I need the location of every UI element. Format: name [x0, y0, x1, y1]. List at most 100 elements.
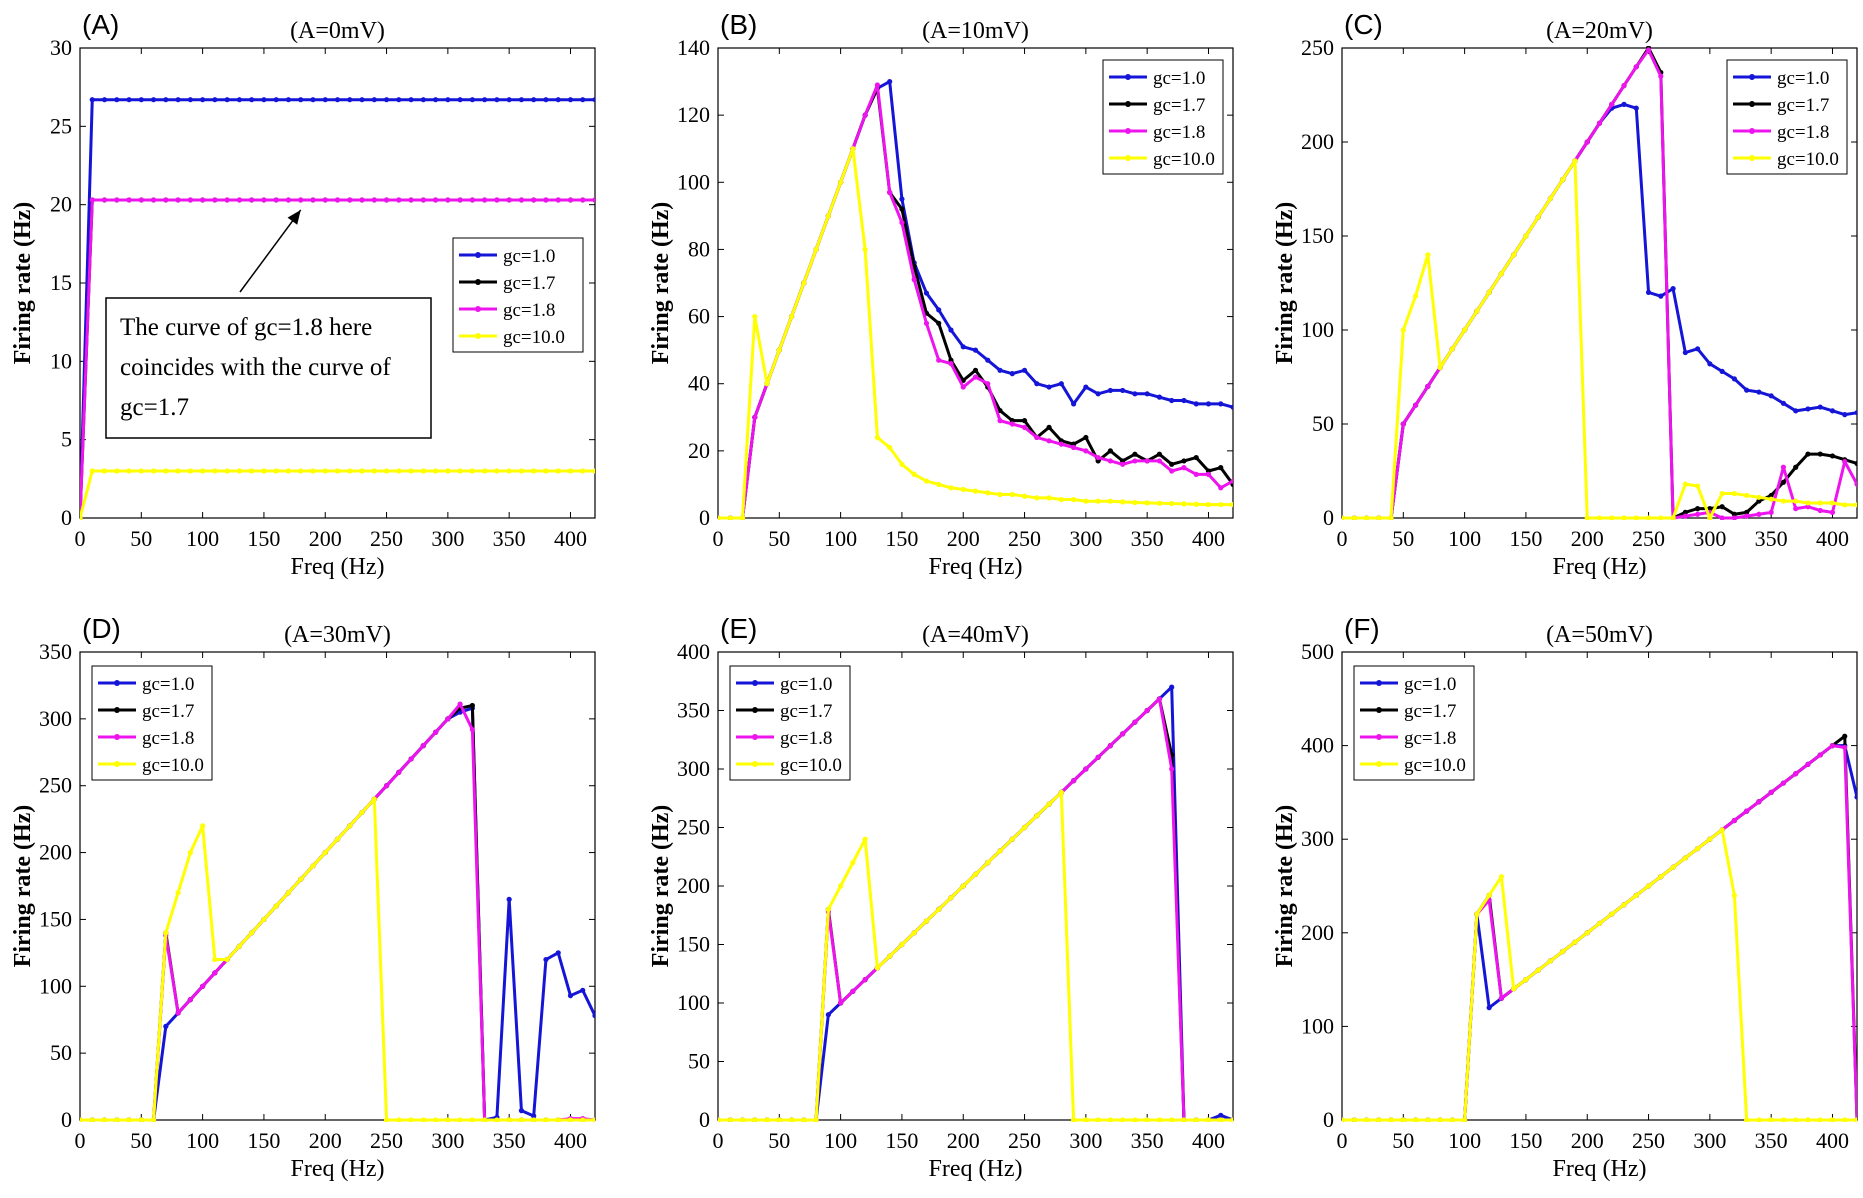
x-tick-label: 250	[1008, 1128, 1041, 1153]
panel-label: (D)	[82, 613, 121, 644]
data-point	[862, 836, 868, 842]
x-tick-label: 50	[130, 1128, 152, 1153]
data-point	[592, 97, 595, 103]
data-point	[1645, 289, 1652, 295]
annotation-box	[105, 297, 432, 439]
data-point	[1756, 799, 1762, 805]
y-tick-label: 40	[688, 371, 710, 396]
data-point	[1071, 496, 1077, 503]
data-point	[1768, 393, 1774, 399]
data-point	[433, 468, 439, 474]
data-point	[1805, 500, 1811, 506]
y-axis-label: Firing rate (Hz)	[10, 805, 36, 968]
data-point	[310, 468, 316, 474]
y-axis-label: Firing rate (Hz)	[648, 202, 674, 365]
data-point	[567, 993, 574, 999]
data-point	[138, 97, 144, 103]
data-point	[457, 1117, 463, 1122]
data-point	[1817, 752, 1823, 758]
data-point	[187, 197, 193, 203]
legend: gc=1.0 gc=1.7 gc=1.8 gc=10.0	[91, 665, 213, 781]
data-point	[285, 97, 292, 103]
data-point	[1486, 1005, 1492, 1011]
data-point	[1205, 1117, 1212, 1122]
data-point	[359, 197, 365, 203]
data-point	[1805, 504, 1811, 510]
data-point	[322, 468, 328, 474]
legend-label: gc=10.0	[503, 327, 565, 348]
data-point	[1230, 478, 1233, 484]
x-tick-label: 200	[1571, 1128, 1604, 1153]
data-point	[163, 97, 169, 103]
data-point	[408, 97, 414, 103]
data-point	[960, 344, 966, 350]
data-point	[580, 1117, 586, 1122]
x-tick-label: 200	[947, 1128, 980, 1153]
y-tick-label: 200	[39, 840, 72, 865]
data-point	[1107, 448, 1113, 454]
data-point	[1449, 1117, 1455, 1122]
data-point	[261, 468, 267, 474]
data-point	[1095, 498, 1101, 504]
data-point	[1205, 471, 1212, 477]
data-point	[1658, 73, 1664, 79]
data-point	[200, 97, 206, 103]
data-point	[1707, 836, 1713, 842]
data-point	[1486, 892, 1492, 898]
data-point	[347, 468, 353, 474]
y-tick-label: 25	[50, 113, 72, 138]
data-point	[1107, 743, 1113, 749]
data-point	[1230, 501, 1233, 508]
data-point	[1486, 289, 1492, 295]
data-point	[1621, 83, 1627, 89]
data-point	[1842, 412, 1848, 418]
x-tick-label: 300	[1069, 526, 1102, 551]
data-point	[1817, 451, 1823, 457]
data-point	[1744, 492, 1750, 499]
legend-label: gc=1.8	[1777, 122, 1829, 143]
legend-label: gc=1.7	[780, 701, 832, 722]
data-point	[1156, 696, 1163, 702]
data-point	[1842, 502, 1848, 508]
data-point	[801, 280, 807, 286]
data-point	[236, 197, 242, 203]
data-point	[1169, 500, 1175, 507]
data-point	[1829, 408, 1836, 414]
data-point	[1351, 515, 1357, 520]
data-point	[788, 1117, 795, 1122]
data-point	[543, 1117, 549, 1122]
data-point	[899, 941, 905, 948]
x-tick-label: 300	[1693, 526, 1726, 551]
x-tick-label: 400	[1192, 1128, 1225, 1153]
legend-marker	[752, 734, 758, 740]
data-point	[1071, 778, 1077, 784]
y-tick-label: 150	[39, 906, 72, 931]
data-point	[718, 1117, 721, 1122]
data-point	[1412, 1117, 1419, 1122]
x-tick-label: 150	[247, 1128, 280, 1153]
y-tick-label: 200	[1301, 129, 1334, 154]
data-point	[1731, 490, 1737, 497]
data-point	[249, 97, 255, 103]
data-point	[1780, 464, 1787, 470]
data-point	[1731, 892, 1737, 898]
data-point	[1107, 1117, 1113, 1122]
data-point	[420, 468, 426, 474]
y-axis-label: Firing rate (Hz)	[1272, 805, 1298, 968]
legend-marker	[475, 306, 481, 312]
data-point	[825, 906, 831, 913]
data-point	[592, 1013, 595, 1019]
data-point	[126, 197, 132, 203]
data-point	[531, 468, 537, 474]
data-point	[1193, 501, 1199, 507]
y-tick-label: 100	[1301, 317, 1334, 342]
annotation-text: gc=1.7	[120, 394, 189, 421]
data-point	[555, 197, 561, 203]
data-point	[1144, 458, 1150, 464]
data-point	[1547, 195, 1554, 201]
data-point	[1083, 448, 1089, 454]
data-point	[788, 313, 795, 320]
x-tick-label: 0	[1337, 1128, 1348, 1153]
x-tick-label: 250	[1632, 1128, 1665, 1153]
data-point	[224, 197, 230, 203]
